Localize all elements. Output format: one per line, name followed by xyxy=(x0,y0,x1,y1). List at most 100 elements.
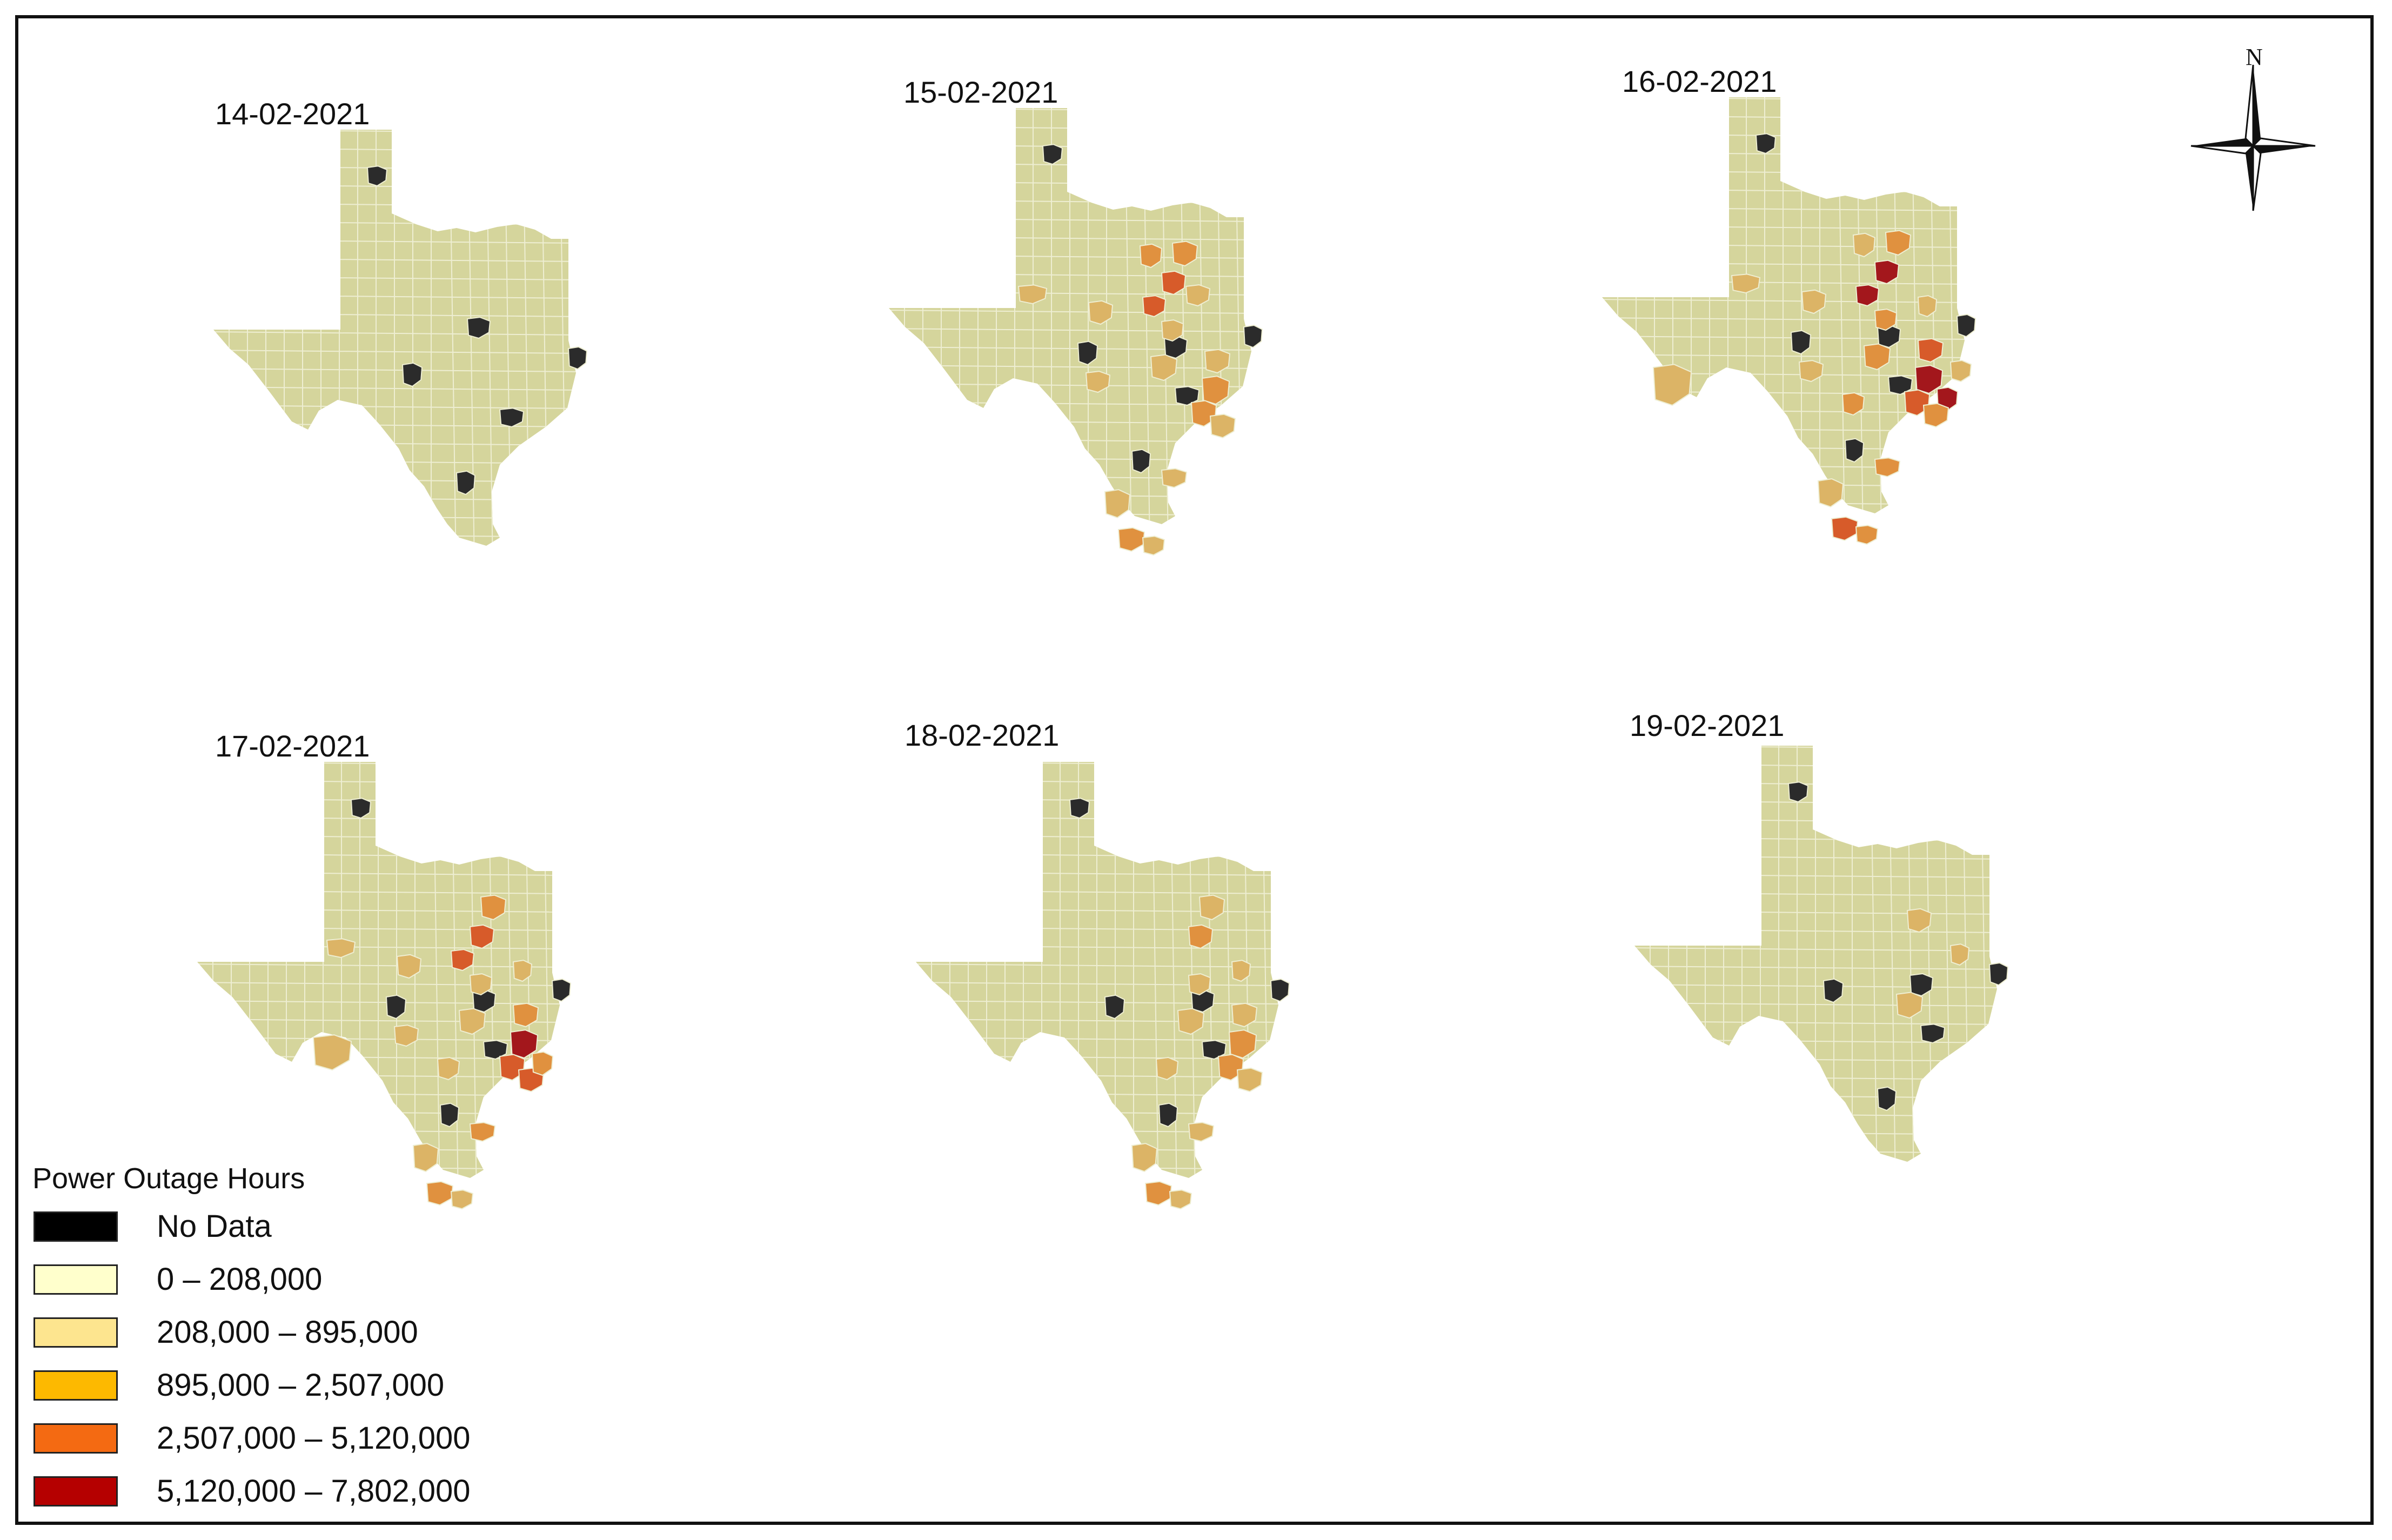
county-harrison xyxy=(1270,978,1290,1002)
map-date-label: 17-02-2021 xyxy=(215,729,370,763)
county-dallas xyxy=(1188,924,1214,949)
texas-map xyxy=(213,130,588,546)
county-hidalgo xyxy=(1117,527,1145,552)
county-smith xyxy=(1231,960,1251,982)
texas-map xyxy=(916,762,1290,1210)
county-tom-green xyxy=(393,1025,419,1047)
legend-swatch xyxy=(33,1370,118,1401)
county-dallas xyxy=(469,924,495,949)
county-potter-amarillo xyxy=(350,798,372,819)
county-hays xyxy=(1841,392,1865,416)
county-tom-green xyxy=(1798,360,1824,383)
legend-item: 5,120,000 – 7,802,000 xyxy=(32,1472,573,1525)
county-lubbock xyxy=(326,938,356,959)
county-dallas xyxy=(1906,908,1932,933)
county-tarrant xyxy=(1855,284,1880,307)
legend-label: 208,000 – 895,000 xyxy=(157,1315,418,1350)
county-midland xyxy=(1077,340,1098,366)
county-bexar xyxy=(455,470,476,496)
county-midland xyxy=(1104,994,1125,1020)
map-panel-14-02-2021: 14-02-2021 xyxy=(205,49,908,697)
county-cameron xyxy=(1169,1189,1192,1210)
county-webb xyxy=(1104,489,1131,519)
county-tom-green xyxy=(1085,371,1111,393)
county-dallas xyxy=(1874,259,1900,285)
county-smith xyxy=(512,960,533,982)
county-tarrant xyxy=(466,317,491,339)
county-potter-amarillo xyxy=(1069,798,1090,819)
county-harrison xyxy=(551,978,572,1002)
county-el-paso-region xyxy=(1652,364,1692,406)
county-midland xyxy=(1790,330,1812,355)
county-williamson xyxy=(458,1008,486,1035)
county-ector xyxy=(1801,289,1827,314)
county-travis xyxy=(1201,1040,1227,1060)
county-nueces xyxy=(1874,457,1901,478)
county-collin xyxy=(480,894,507,921)
county-bexar xyxy=(1131,448,1151,474)
county-harris xyxy=(1914,365,1944,394)
county-collin xyxy=(1171,240,1198,267)
county-denton xyxy=(1139,243,1163,269)
map-date-label: 16-02-2021 xyxy=(1622,64,1777,98)
county-harrison xyxy=(567,346,588,370)
county-midland xyxy=(1823,978,1844,1003)
legend-swatch xyxy=(33,1211,118,1242)
legend-swatch xyxy=(33,1317,118,1348)
north-label: N xyxy=(2246,44,2263,70)
county-montgomery xyxy=(1204,349,1231,374)
legend-label: 0 – 208,000 xyxy=(157,1262,323,1297)
map-panel-16-02-2021: 16-02-2021 xyxy=(1594,16,2296,665)
legend-label: 5,120,000 – 7,802,000 xyxy=(157,1474,471,1509)
county-brazoria xyxy=(1209,413,1236,439)
county-bexar xyxy=(1158,1102,1178,1128)
county-hays xyxy=(437,1056,460,1081)
county-galveston xyxy=(531,1051,554,1076)
legend-label: 895,000 – 2,507,000 xyxy=(157,1368,445,1403)
legend: Power Outage Hours No Data 0 – 208,000 2… xyxy=(32,1162,573,1525)
county-potter-amarillo xyxy=(1755,133,1777,155)
legend-title: Power Outage Hours xyxy=(32,1162,305,1195)
county-cameron xyxy=(450,1189,474,1210)
county-bell xyxy=(1874,309,1898,331)
texas-map xyxy=(197,762,572,1210)
county-ellis xyxy=(1185,284,1211,307)
map-panel-17-02-2021: 17-02-2021 xyxy=(189,681,892,1329)
county-montgomery xyxy=(1917,338,1944,363)
legend-label: No Data xyxy=(157,1209,272,1244)
county-dallas xyxy=(1161,270,1187,296)
county-hays xyxy=(1155,1056,1179,1081)
texas-map xyxy=(889,108,1263,556)
map-panel-15-02-2021: 15-02-2021 xyxy=(881,27,1583,675)
county-collin xyxy=(1885,230,1912,256)
county-bexar xyxy=(439,1102,460,1128)
county-williamson xyxy=(1863,343,1891,371)
county-potter-amarillo xyxy=(1787,781,1809,803)
north-arrow-compass: N xyxy=(2188,43,2318,216)
county-lubbock xyxy=(1731,273,1761,294)
legend-item: 0 – 208,000 xyxy=(32,1260,573,1313)
county-travis xyxy=(499,407,525,428)
county-bexar xyxy=(1877,1086,1897,1112)
county-midland xyxy=(385,994,407,1020)
county-webb xyxy=(1817,478,1844,508)
texas-map xyxy=(1634,746,2009,1162)
county-tarrant xyxy=(1142,295,1167,318)
legend-item: 208,000 – 895,000 xyxy=(32,1313,573,1366)
legend-swatch xyxy=(33,1423,118,1454)
county-ector xyxy=(396,954,422,979)
county-williamson xyxy=(1150,354,1178,381)
county-webb xyxy=(1131,1143,1158,1173)
map-date-label: 18-02-2021 xyxy=(904,718,1060,752)
texas-map xyxy=(1602,97,1976,545)
county-collin xyxy=(1198,894,1225,921)
county-bell xyxy=(469,973,493,996)
county-harrison xyxy=(1243,324,1263,349)
county-travis xyxy=(1174,386,1200,406)
county-ector xyxy=(1088,300,1114,325)
county-travis xyxy=(483,1040,508,1060)
county-potter-amarillo xyxy=(366,165,388,187)
county-montgomery xyxy=(512,1002,539,1028)
county-brazoria xyxy=(1922,403,1949,428)
county-bexar xyxy=(1844,438,1865,463)
